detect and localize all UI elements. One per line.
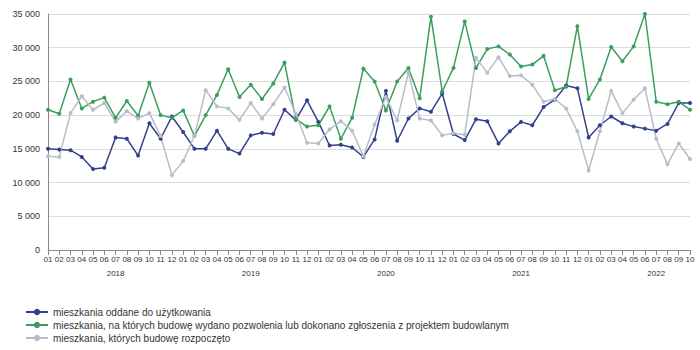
svg-text:01: 01 bbox=[44, 255, 53, 264]
svg-text:02: 02 bbox=[190, 255, 199, 264]
svg-text:2018: 2018 bbox=[107, 269, 125, 278]
svg-text:01: 01 bbox=[179, 255, 188, 264]
svg-text:09: 09 bbox=[269, 255, 278, 264]
svg-text:09: 09 bbox=[674, 255, 683, 264]
svg-text:10: 10 bbox=[550, 255, 559, 264]
svg-text:03: 03 bbox=[472, 255, 481, 264]
svg-text:mieszkania, na których budowę: mieszkania, na których budowę wydano poz… bbox=[53, 320, 509, 331]
svg-text:09: 09 bbox=[404, 255, 413, 264]
svg-text:11: 11 bbox=[562, 255, 571, 264]
svg-text:02: 02 bbox=[325, 255, 334, 264]
svg-text:04: 04 bbox=[618, 255, 627, 264]
svg-text:11: 11 bbox=[156, 255, 165, 264]
svg-text:mieszkania, których budowę roz: mieszkania, których budowę rozpoczęto bbox=[53, 333, 231, 344]
svg-text:15 000: 15 000 bbox=[12, 144, 40, 154]
svg-text:01: 01 bbox=[314, 255, 323, 264]
svg-text:03: 03 bbox=[607, 255, 616, 264]
svg-text:04: 04 bbox=[483, 255, 492, 264]
svg-text:08: 08 bbox=[258, 255, 267, 264]
svg-text:08: 08 bbox=[393, 255, 402, 264]
svg-text:09: 09 bbox=[539, 255, 548, 264]
svg-text:07: 07 bbox=[111, 255, 120, 264]
svg-text:03: 03 bbox=[201, 255, 210, 264]
svg-text:03: 03 bbox=[66, 255, 75, 264]
svg-text:20 000: 20 000 bbox=[12, 110, 40, 120]
svg-text:12: 12 bbox=[573, 255, 582, 264]
svg-text:30 000: 30 000 bbox=[12, 43, 40, 53]
svg-text:2019: 2019 bbox=[242, 269, 260, 278]
svg-text:09: 09 bbox=[134, 255, 143, 264]
svg-text:02: 02 bbox=[460, 255, 469, 264]
svg-text:11: 11 bbox=[292, 255, 301, 264]
svg-text:12: 12 bbox=[167, 255, 176, 264]
svg-text:05: 05 bbox=[359, 255, 368, 264]
svg-text:07: 07 bbox=[381, 255, 390, 264]
svg-text:5 000: 5 000 bbox=[17, 211, 40, 221]
svg-text:05: 05 bbox=[224, 255, 233, 264]
svg-text:08: 08 bbox=[663, 255, 672, 264]
svg-text:05: 05 bbox=[629, 255, 638, 264]
svg-text:04: 04 bbox=[348, 255, 357, 264]
svg-text:07: 07 bbox=[652, 255, 661, 264]
svg-text:mieszkania oddane do użytkowan: mieszkania oddane do użytkowania bbox=[53, 307, 211, 318]
svg-text:05: 05 bbox=[89, 255, 98, 264]
svg-text:10: 10 bbox=[686, 255, 695, 264]
svg-text:06: 06 bbox=[235, 255, 244, 264]
svg-text:01: 01 bbox=[449, 255, 458, 264]
svg-text:11: 11 bbox=[427, 255, 436, 264]
svg-text:2020: 2020 bbox=[377, 269, 395, 278]
svg-text:06: 06 bbox=[100, 255, 109, 264]
svg-text:35 000: 35 000 bbox=[12, 9, 40, 19]
svg-text:07: 07 bbox=[246, 255, 255, 264]
svg-text:04: 04 bbox=[77, 255, 86, 264]
svg-text:05: 05 bbox=[494, 255, 503, 264]
svg-text:2022: 2022 bbox=[647, 269, 665, 278]
svg-text:02: 02 bbox=[55, 255, 64, 264]
svg-text:25 000: 25 000 bbox=[12, 76, 40, 86]
svg-text:12: 12 bbox=[303, 255, 312, 264]
svg-text:10: 10 bbox=[415, 255, 424, 264]
svg-text:12: 12 bbox=[438, 255, 447, 264]
svg-text:2021: 2021 bbox=[512, 269, 530, 278]
svg-text:07: 07 bbox=[517, 255, 526, 264]
svg-text:08: 08 bbox=[122, 255, 131, 264]
svg-text:02: 02 bbox=[595, 255, 604, 264]
svg-text:04: 04 bbox=[212, 255, 221, 264]
svg-text:06: 06 bbox=[640, 255, 649, 264]
svg-text:08: 08 bbox=[528, 255, 537, 264]
svg-text:06: 06 bbox=[370, 255, 379, 264]
svg-text:10 000: 10 000 bbox=[12, 178, 40, 188]
svg-text:01: 01 bbox=[584, 255, 593, 264]
svg-text:06: 06 bbox=[505, 255, 514, 264]
svg-text:0: 0 bbox=[35, 245, 40, 255]
svg-text:10: 10 bbox=[280, 255, 289, 264]
svg-text:03: 03 bbox=[336, 255, 345, 264]
svg-text:10: 10 bbox=[145, 255, 154, 264]
